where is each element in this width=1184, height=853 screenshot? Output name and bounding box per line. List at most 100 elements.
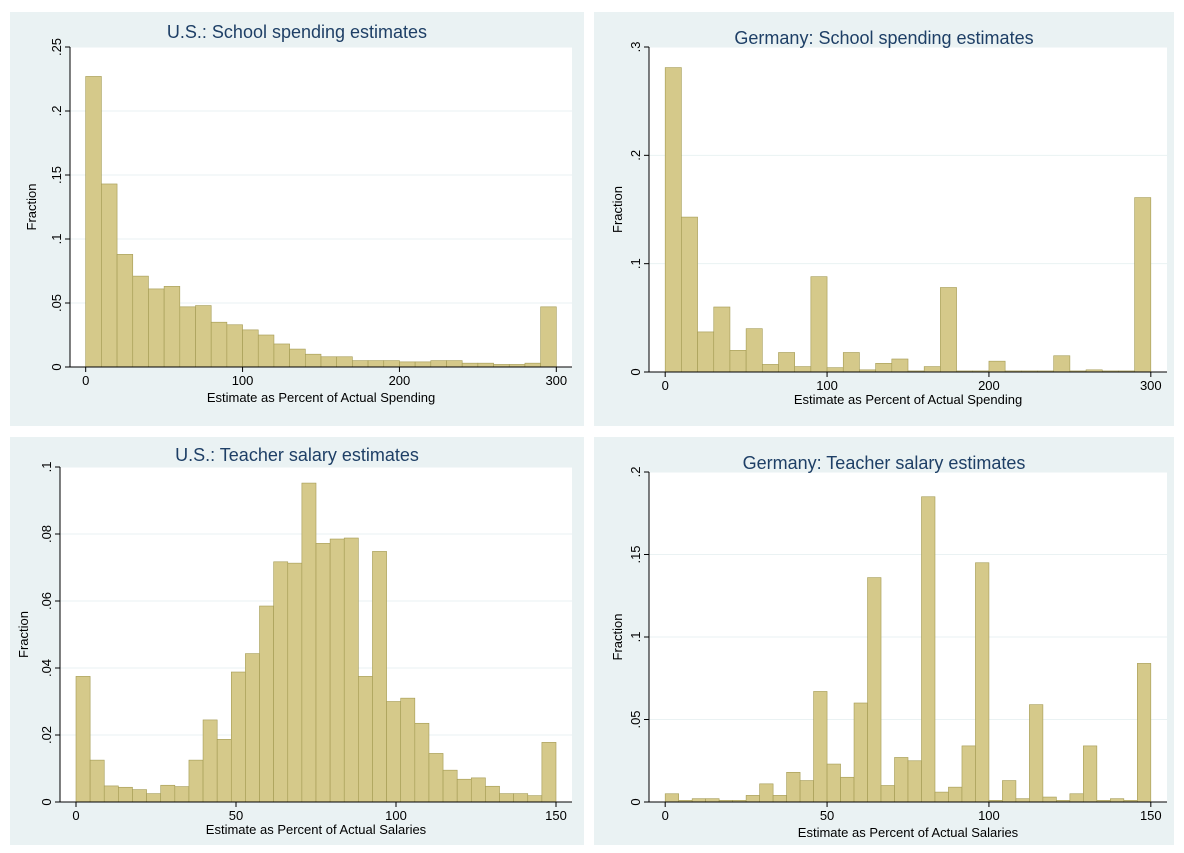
histogram-bar: [961, 745, 976, 803]
histogram-bar: [470, 777, 486, 803]
histogram-bar: [132, 789, 147, 803]
histogram-bar: [118, 786, 133, 803]
histogram-bar: [85, 76, 102, 368]
histogram-bar: [988, 360, 1006, 373]
histogram-bar: [442, 769, 458, 803]
histogram-bar: [101, 183, 118, 368]
y-axis-label: Fraction: [610, 614, 625, 661]
histogram-bar: [907, 760, 922, 803]
y-tick-label: 0: [628, 368, 643, 375]
histogram-bar: [414, 722, 430, 803]
histogram-bar: [794, 366, 812, 373]
y-axis-label: Fraction: [610, 186, 625, 233]
histogram-bar: [428, 753, 444, 803]
x-axis-label: Estimate as Percent of Actual Salaries: [798, 825, 1019, 840]
x-tick-label: 50: [820, 808, 834, 823]
y-tick-label: .1: [49, 234, 64, 245]
histogram-bar: [778, 352, 795, 373]
histogram-bar: [1042, 796, 1057, 803]
histogram-bar: [202, 719, 218, 803]
histogram-bar: [75, 676, 91, 803]
histogram-bar: [89, 759, 105, 803]
x-tick-label: 0: [72, 808, 79, 823]
histogram-bar: [289, 348, 306, 368]
chart-panel-us-school-spending: 0 .05 .1 .15 .2 .25 0 100 200 300 U.S.: School spe…: [10, 12, 584, 426]
chart-title: Germany: School spending estimates: [734, 28, 1033, 48]
histogram-bar: [446, 360, 463, 368]
histogram-bar: [259, 605, 274, 803]
histogram-bar: [414, 361, 432, 368]
y-tick-label: 0: [49, 363, 64, 370]
x-tick-label: 0: [662, 808, 669, 823]
histogram-bar: [372, 551, 387, 803]
x-tick-label: 150: [545, 808, 567, 823]
histogram-bar: [540, 306, 557, 368]
histogram-bar: [842, 352, 860, 373]
histogram-bar: [352, 360, 369, 368]
histogram-bar: [273, 561, 289, 803]
y-axis-label: Fraction: [16, 611, 31, 658]
histogram-bar: [940, 287, 957, 373]
histogram-bar: [245, 653, 260, 803]
x-tick-label: 200: [389, 373, 411, 388]
histogram-bar: [179, 306, 196, 368]
x-tick-label: 50: [229, 808, 243, 823]
x-axis-label: Estimate as Percent of Actual Spending: [207, 390, 435, 405]
histogram-bar: [1029, 704, 1044, 803]
chart-panel-us-teacher-salary: 0 .02 .04 .06 .08 .1 0 50 100 150 U.S.: Teacher sa…: [10, 437, 584, 845]
histogram-bar: [305, 353, 322, 368]
y-tick-label: .15: [49, 166, 64, 184]
histogram-bar: [461, 362, 479, 368]
histogram-bar: [160, 784, 176, 803]
chart-title: Germany: Teacher salary estimates: [743, 453, 1026, 473]
chart-svg: 0 .05 .1 .15 .2 0 50 100 150 Germany: Teacher sal…: [594, 437, 1174, 845]
histogram-bar: [399, 361, 416, 368]
histogram-bar: [786, 771, 801, 803]
histogram-bar: [713, 306, 731, 373]
chart-svg: 0 .02 .04 .06 .08 .1 0 50 100 150 U.S.: Teacher sa…: [10, 437, 584, 845]
histogram-bar: [1069, 793, 1084, 803]
histogram-bar: [320, 356, 337, 368]
histogram-bar: [875, 363, 893, 373]
x-axis-label: Estimate as Percent of Actual Salaries: [206, 822, 427, 837]
x-tick-label: 100: [978, 808, 1000, 823]
histogram-bar: [146, 793, 162, 803]
histogram-bar: [975, 562, 990, 803]
histogram-bar: [485, 785, 500, 803]
chart-title: U.S.: School spending estimates: [167, 22, 427, 42]
y-tick-label: .15: [628, 545, 643, 563]
histogram-bar: [934, 791, 949, 803]
histogram-bar: [148, 288, 165, 368]
histogram-bar: [367, 360, 385, 368]
histogram-bar: [226, 324, 243, 368]
y-tick-label: 0: [39, 798, 54, 805]
histogram-bar: [195, 305, 212, 368]
y-tick-label: .02: [39, 726, 54, 744]
plot-area: [649, 47, 1167, 372]
histogram-bar: [810, 276, 828, 373]
chart-title: U.S.: Teacher salary estimates: [175, 445, 419, 465]
histogram-bar: [524, 362, 541, 368]
histogram-bar: [681, 216, 698, 373]
histogram-bar: [1134, 197, 1152, 373]
y-tick-label: 0: [628, 798, 643, 805]
x-tick-label: 200: [978, 378, 1000, 393]
y-tick-label: .3: [628, 42, 643, 53]
histogram-bar: [541, 742, 557, 803]
y-tick-label: .2: [49, 106, 64, 117]
histogram-bar: [132, 275, 149, 368]
histogram-bar: [772, 795, 787, 803]
histogram-bar: [745, 328, 763, 373]
histogram-bar: [210, 321, 228, 368]
histogram-bar: [242, 329, 259, 368]
y-tick-label: .25: [49, 38, 64, 56]
histogram-bar: [336, 356, 353, 368]
histogram-bar: [1053, 355, 1071, 373]
histogram-bar: [188, 759, 204, 803]
x-tick-label: 150: [1140, 808, 1162, 823]
y-tick-label: .05: [49, 294, 64, 312]
histogram-bar: [840, 776, 855, 803]
y-tick-label: .2: [628, 150, 643, 161]
histogram-bar: [513, 793, 529, 803]
x-tick-label: 100: [816, 378, 838, 393]
